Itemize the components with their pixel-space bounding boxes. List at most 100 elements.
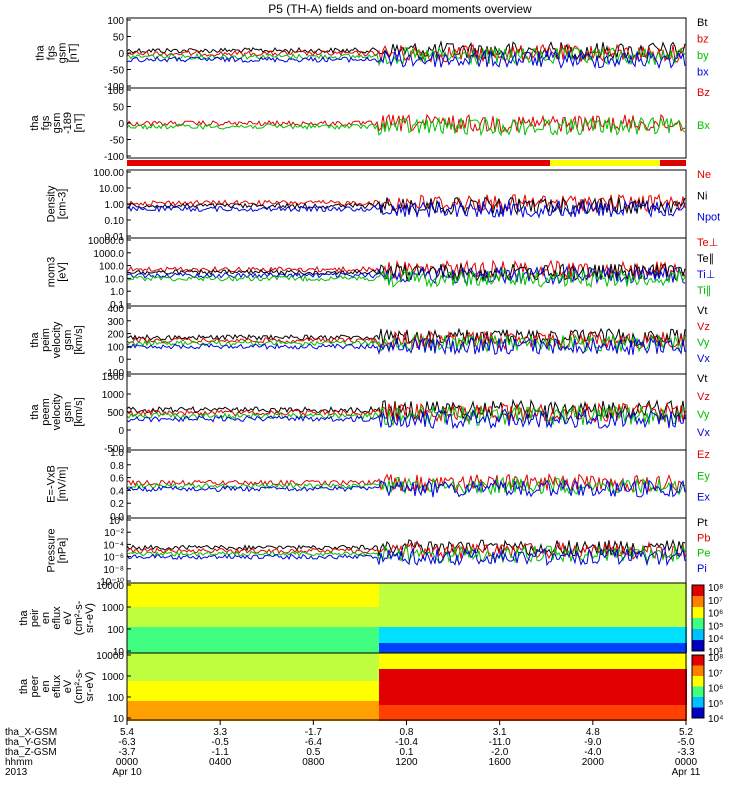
spectrogram-cell [463,595,467,599]
spectrogram-cell [679,603,683,607]
spectrogram-cell [659,623,663,627]
spectrogram-cell [139,603,143,607]
spectrogram-cell [195,685,199,689]
spectrogram-cell [215,615,219,619]
spectrogram-cell [251,665,255,669]
spectrogram-cell [583,619,587,623]
spectrogram-cell [315,697,319,701]
spectrogram-cell [163,599,167,603]
spectrogram-cell [299,665,303,669]
spectrogram-cell [139,599,143,603]
spectrogram-cell [619,627,623,631]
spectrogram-cell [163,583,167,587]
spectrogram-cell [527,627,531,631]
spectrogram-cell [435,677,439,681]
spectrogram-cell [511,657,515,661]
spectrogram-cell [415,639,419,643]
spectrogram-cell [267,607,271,611]
spectrogram-cell [579,635,583,639]
spectrogram-cell [583,669,587,673]
spectrogram-cell [331,685,335,689]
spectrogram-cell [183,607,187,611]
spectrogram-cell [319,693,323,697]
spectrogram-cell [155,599,159,603]
spectrogram-cell [539,693,543,697]
spectrogram-cell [151,681,155,685]
spectrogram-cell [519,631,523,635]
spectrogram-cell [543,627,547,631]
spectrogram-cell [263,587,267,591]
spectrogram-cell [623,587,627,591]
y-tick-label: 0.6 [110,474,124,485]
spectrogram-cell [255,627,259,631]
spectrogram-cell [175,657,179,661]
spectrogram-cell [227,657,231,661]
spectrogram-cell [199,631,203,635]
spectrogram-cell [551,657,555,661]
spectrogram-cell [503,693,507,697]
spectrogram-cell [147,693,151,697]
y-axis-label: -189 [62,112,74,134]
spectrogram-cell [335,595,339,599]
spectrogram-cell [283,665,287,669]
spectrogram-cell [539,587,543,591]
spectrogram-cell [131,657,135,661]
spectrogram-cell [391,689,395,693]
spectrogram-cell [371,709,375,713]
spectrogram-cell [331,595,335,599]
spectrogram-cell [599,583,603,587]
spectrogram-cell [503,717,507,721]
spectrogram-cell [371,607,375,611]
spectrogram-cell [663,611,667,615]
spectrogram-cell [547,619,551,623]
spectrogram-cell [563,591,567,595]
spectrogram-cell [155,653,159,657]
spectrogram-cell [623,681,627,685]
spectrogram-cell [423,653,427,657]
spectrogram-cell [583,653,587,657]
spectrogram-cell [435,631,439,635]
spectrogram-cell [527,697,531,701]
spectrogram-cell [551,595,555,599]
spectrogram-cell [311,657,315,661]
spectrogram-cell [239,583,243,587]
spectrogram-cell [663,627,667,631]
spectrogram-cell [187,615,191,619]
spectrogram-cell [503,611,507,615]
spectrogram-cell [351,607,355,611]
spectrogram-cell [575,623,579,627]
spectrogram-cell [555,669,559,673]
spectrogram-cell [647,583,651,587]
spectrogram-cell [155,615,159,619]
spectrogram-cell [131,661,135,665]
spectrogram-cell [479,701,483,705]
spectrogram-cell [479,595,483,599]
spectrogram-cell [151,619,155,623]
spectrogram-cell [403,669,407,673]
spectrogram-cell [159,587,163,591]
spectrogram-cell [367,661,371,665]
spectrogram-cell [611,603,615,607]
spectrogram-cell [219,587,223,591]
spectrogram-cell [223,611,227,615]
spectrogram-cell [543,615,547,619]
spectrogram-cell [503,623,507,627]
y-tick-label: 1.0 [110,287,124,298]
spectrogram-cell [603,639,607,643]
spectrogram-cell [515,681,519,685]
spectrogram-cell [503,639,507,643]
spectrogram-cell [391,673,395,677]
spectrogram-cell [131,635,135,639]
y-tick-label: 1500 [102,372,125,383]
y-axis-label: velocity [51,321,63,358]
spectrogram-cell [311,689,315,693]
spectrogram-cell [463,701,467,705]
spectrogram-cell [483,603,487,607]
spectrogram-cell [587,591,591,595]
spectrogram-cell [311,717,315,721]
spectrogram-cell [171,657,175,661]
spectrogram-cell [351,631,355,635]
spectrogram-cell [383,647,387,651]
spectrogram-cell [519,619,523,623]
